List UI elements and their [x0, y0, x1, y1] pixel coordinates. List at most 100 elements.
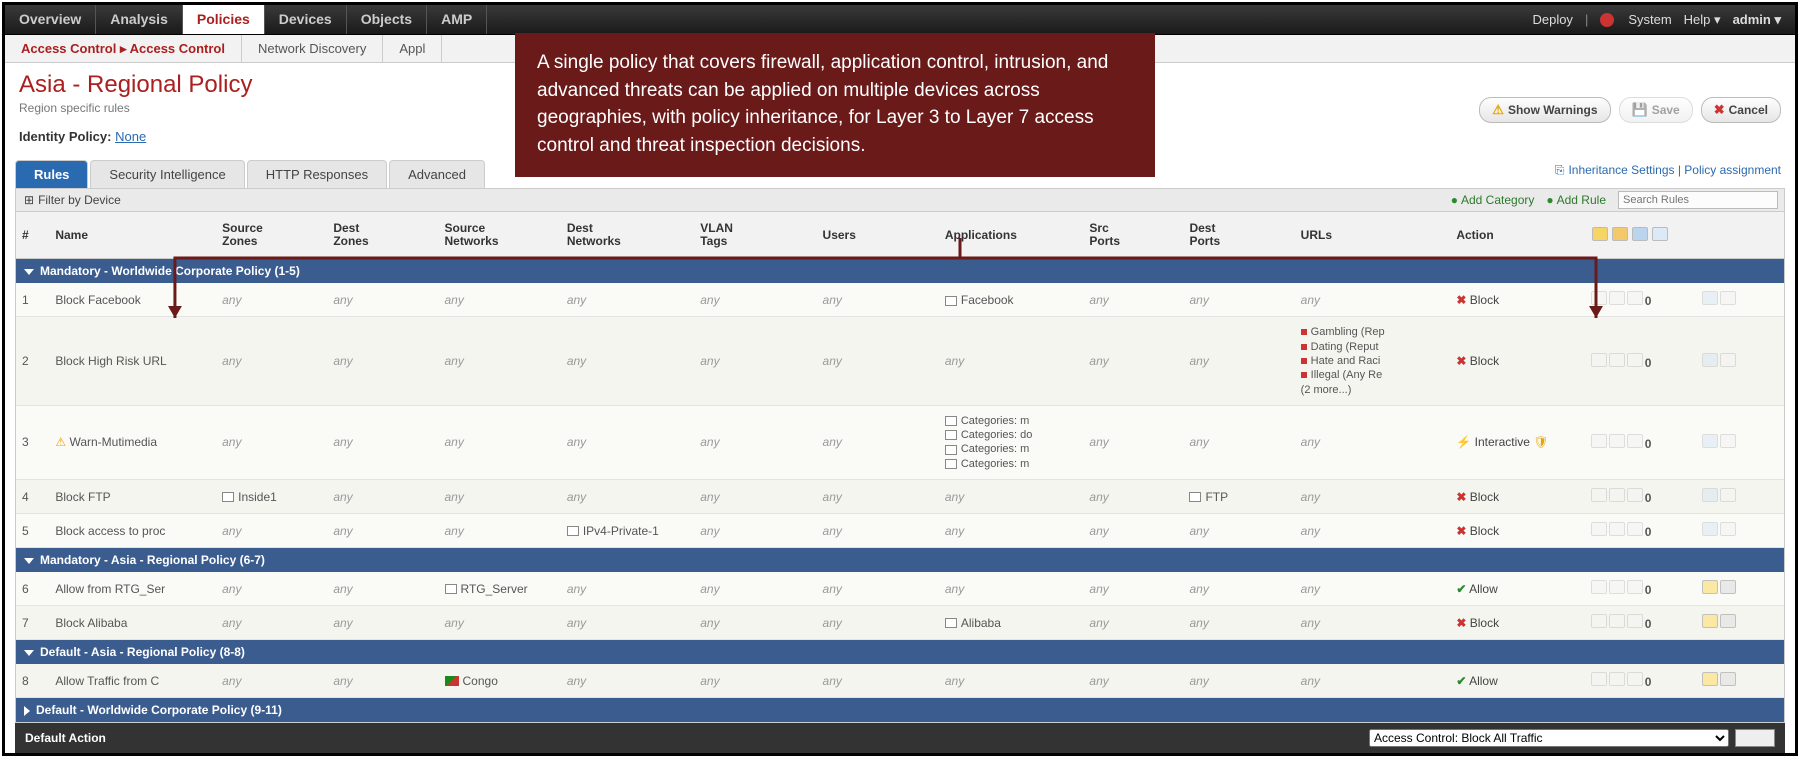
col-header: Applications [939, 212, 1084, 259]
row-shield-icon[interactable] [1591, 488, 1607, 502]
topnav-tab-analysis[interactable]: Analysis [96, 5, 183, 34]
disabled-icon [1720, 353, 1736, 367]
table-row[interactable]: 8Allow Traffic from CanyanyCongoanyanyan… [16, 664, 1784, 698]
inheritance-links[interactable]: ⎘Inheritance Settings | Policy assignmen… [1555, 163, 1781, 178]
edit-icon[interactable] [1702, 580, 1718, 594]
row-shield-icon[interactable] [1591, 614, 1607, 628]
system-link[interactable]: System [1628, 12, 1671, 27]
row-folder-icon[interactable] [1609, 580, 1625, 594]
default-action-bar: Default Action Access Control: Block All… [15, 723, 1785, 753]
search-rules-input[interactable] [1618, 191, 1778, 209]
row-page-icon[interactable] [1627, 614, 1643, 628]
policy-tab-rules[interactable]: Rules [15, 160, 88, 188]
col-header: Action [1450, 212, 1583, 259]
subnav-tab[interactable]: Network Discovery [242, 35, 383, 62]
deploy-link[interactable]: Deploy [1532, 12, 1572, 27]
show-warnings-button[interactable]: ⚠Show Warnings [1479, 97, 1610, 123]
section-header[interactable]: Mandatory - Asia - Regional Policy (6-7) [16, 548, 1784, 573]
delete-icon[interactable] [1720, 614, 1736, 628]
delete-icon[interactable] [1720, 672, 1736, 686]
table-row[interactable]: 2Block High Risk URLanyanyanyanyanyanyan… [16, 317, 1784, 405]
default-action-select[interactable]: Access Control: Block All Traffic [1369, 729, 1729, 747]
alert-badge-icon[interactable] [1600, 13, 1614, 27]
col-folder-icon [1612, 227, 1628, 241]
topnav-tab-policies[interactable]: Policies [183, 5, 265, 34]
user-menu[interactable]: admin ▾ [1733, 12, 1781, 28]
section-header[interactable]: Default - Worldwide Corporate Policy (9-… [16, 698, 1784, 723]
annotation-callout: A single policy that covers firewall, ap… [515, 33, 1155, 177]
policy-tab-advanced[interactable]: Advanced [389, 160, 485, 188]
top-nav: OverviewAnalysisPoliciesDevicesObjectsAM… [5, 5, 1795, 35]
row-page-icon[interactable] [1627, 353, 1643, 367]
row-shield-icon[interactable] [1591, 672, 1607, 686]
row-folder-icon[interactable] [1609, 353, 1625, 367]
topnav-tab-objects[interactable]: Objects [347, 5, 427, 34]
row-page-icon[interactable] [1627, 522, 1643, 536]
edit-icon[interactable] [1702, 614, 1718, 628]
cancel-button[interactable]: ✖Cancel [1701, 97, 1781, 123]
col-header: SourceZones [216, 212, 327, 259]
col-header: Name [49, 212, 216, 259]
table-row[interactable]: 6Allow from RTG_SeranyanyRTG_Serveranyan… [16, 572, 1784, 606]
row-folder-icon[interactable] [1609, 614, 1625, 628]
identity-policy-link[interactable]: None [115, 129, 146, 144]
col-page-icon [1632, 227, 1648, 241]
rules-table: #NameSourceZonesDestZonesSourceNetworksD… [16, 212, 1784, 722]
help-link[interactable]: Help ▾ [1684, 12, 1721, 28]
filter-by-device[interactable]: ⊞Filter by Device [24, 193, 121, 207]
disabled-icon [1720, 522, 1736, 536]
policy-tab-security-intelligence[interactable]: Security Intelligence [90, 160, 244, 188]
row-folder-icon[interactable] [1609, 488, 1625, 502]
col-header: DestZones [327, 212, 438, 259]
row-page-icon[interactable] [1627, 291, 1643, 305]
col-header: DestNetworks [561, 212, 694, 259]
row-folder-icon[interactable] [1609, 434, 1625, 448]
default-action-log-icon[interactable] [1735, 729, 1775, 747]
disabled-icon [1720, 488, 1736, 502]
save-button[interactable]: 💾Save [1619, 97, 1693, 123]
view-icon[interactable] [1702, 522, 1718, 536]
col-header: SourceNetworks [439, 212, 561, 259]
col-header: URLs [1295, 212, 1451, 259]
section-header[interactable]: Default - Asia - Regional Policy (8-8) [16, 640, 1784, 665]
edit-icon[interactable] [1702, 672, 1718, 686]
add-rule-button[interactable]: ●Add Rule [1546, 193, 1606, 207]
table-row[interactable]: 1Block FacebookanyanyanyanyanyanyFaceboo… [16, 283, 1784, 317]
disabled-icon [1720, 291, 1736, 305]
col-header: # [16, 212, 49, 259]
topnav-tab-devices[interactable]: Devices [265, 5, 347, 34]
row-page-icon[interactable] [1627, 580, 1643, 594]
col-comment-icon [1652, 227, 1668, 241]
section-header[interactable]: Mandatory - Worldwide Corporate Policy (… [16, 259, 1784, 284]
subnav-tab[interactable]: Access Control ▸ Access Control [5, 35, 242, 62]
row-folder-icon[interactable] [1609, 672, 1625, 686]
table-row[interactable]: 5Block access to procanyanyanyIPv4-Priva… [16, 514, 1784, 548]
add-category-button[interactable]: ●Add Category [1451, 193, 1535, 207]
row-shield-icon[interactable] [1591, 580, 1607, 594]
default-action-label: Default Action [25, 731, 106, 745]
view-icon[interactable] [1702, 488, 1718, 502]
row-page-icon[interactable] [1627, 672, 1643, 686]
row-folder-icon[interactable] [1609, 291, 1625, 305]
col-header: Users [817, 212, 939, 259]
row-shield-icon[interactable] [1591, 291, 1607, 305]
view-icon[interactable] [1702, 434, 1718, 448]
table-row[interactable]: 3⚠ Warn-MutimediaanyanyanyanyanyanyCateg… [16, 405, 1784, 479]
row-shield-icon[interactable] [1591, 353, 1607, 367]
topnav-tab-amp[interactable]: AMP [427, 5, 487, 34]
topnav-tab-overview[interactable]: Overview [5, 5, 96, 34]
col-header: SrcPorts [1083, 212, 1183, 259]
row-shield-icon[interactable] [1591, 522, 1607, 536]
row-folder-icon[interactable] [1609, 522, 1625, 536]
row-page-icon[interactable] [1627, 434, 1643, 448]
table-row[interactable]: 7Block AlibabaanyanyanyanyanyanyAlibabaa… [16, 606, 1784, 640]
delete-icon[interactable] [1720, 580, 1736, 594]
view-icon[interactable] [1702, 291, 1718, 305]
table-row[interactable]: 4Block FTPInside1anyanyanyanyanyanyanyFT… [16, 480, 1784, 514]
row-page-icon[interactable] [1627, 488, 1643, 502]
row-shield-icon[interactable] [1591, 434, 1607, 448]
view-icon[interactable] [1702, 353, 1718, 367]
subnav-tab[interactable]: Appl [383, 35, 442, 62]
disabled-icon [1720, 434, 1736, 448]
policy-tab-http-responses[interactable]: HTTP Responses [247, 160, 387, 188]
